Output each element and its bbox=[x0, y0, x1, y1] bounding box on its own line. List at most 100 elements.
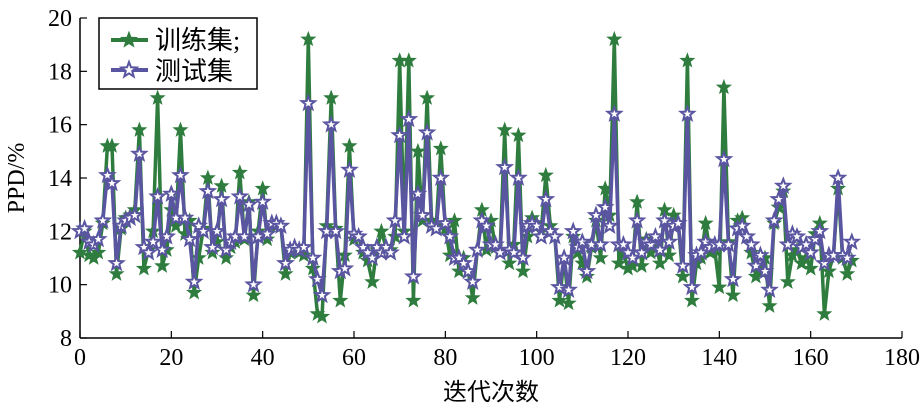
data-point bbox=[769, 189, 789, 208]
data-point bbox=[751, 245, 770, 264]
data-point bbox=[761, 297, 778, 313]
data-point bbox=[349, 226, 368, 245]
data-point bbox=[332, 292, 349, 308]
data-point bbox=[839, 265, 856, 281]
data-point bbox=[820, 262, 837, 279]
data-point bbox=[477, 216, 496, 235]
data-point bbox=[244, 274, 263, 293]
data-point bbox=[277, 265, 294, 281]
data-point bbox=[674, 268, 691, 284]
data-point bbox=[107, 253, 126, 272]
y-axis-label: PPD/% bbox=[4, 143, 30, 214]
data-point bbox=[633, 257, 650, 273]
data-point bbox=[668, 213, 688, 232]
data-point bbox=[627, 210, 647, 229]
data-point bbox=[463, 272, 483, 291]
data-point bbox=[257, 224, 277, 243]
data-point bbox=[323, 89, 340, 105]
data-point bbox=[213, 177, 230, 193]
data-point bbox=[779, 273, 796, 289]
data-point bbox=[157, 226, 177, 245]
legend-train-label: 训练集; bbox=[155, 26, 240, 55]
y-tick-label: 8 bbox=[60, 326, 72, 352]
data-point bbox=[385, 210, 405, 229]
data-point bbox=[203, 237, 222, 256]
data-point bbox=[135, 260, 152, 276]
data-point bbox=[760, 280, 779, 299]
data-point bbox=[162, 184, 181, 203]
data-point bbox=[400, 52, 417, 68]
data-point bbox=[737, 226, 757, 245]
data-point bbox=[413, 205, 432, 224]
data-point bbox=[152, 240, 172, 259]
data-point bbox=[550, 277, 569, 296]
x-tick-label: 20 bbox=[159, 345, 183, 371]
legend-train-star-icon bbox=[120, 30, 138, 48]
data-point bbox=[432, 140, 449, 156]
data-point bbox=[234, 226, 254, 245]
data-point bbox=[399, 109, 419, 128]
data-point bbox=[711, 278, 728, 295]
data-point bbox=[536, 189, 556, 208]
y-tick-label: 12 bbox=[48, 219, 72, 245]
data-point bbox=[193, 221, 213, 240]
legend-box bbox=[98, 17, 258, 90]
x-axis-label: 迭代次数 bbox=[443, 379, 539, 405]
data-point bbox=[837, 248, 857, 267]
data-point bbox=[592, 249, 609, 265]
y-tick-label: 10 bbox=[48, 273, 72, 299]
series-layer bbox=[70, 30, 862, 324]
data-point bbox=[641, 234, 661, 253]
data-point bbox=[419, 89, 436, 105]
data-point bbox=[514, 262, 531, 279]
data-point bbox=[725, 286, 742, 303]
axes: 0 20 40 60 80 100 120 140 160 180 8 10 12 14 16 18 20 bbox=[48, 6, 920, 371]
data-point bbox=[149, 89, 166, 105]
data-point bbox=[180, 229, 200, 248]
data-point bbox=[90, 244, 107, 260]
data-point bbox=[787, 226, 807, 245]
data-point bbox=[300, 30, 317, 47]
data-point bbox=[764, 210, 784, 229]
data-point bbox=[230, 186, 250, 205]
data-point bbox=[207, 221, 227, 240]
data-point bbox=[679, 52, 696, 68]
data-point bbox=[645, 226, 665, 245]
data-point bbox=[604, 104, 624, 123]
data-point bbox=[741, 234, 761, 253]
data-point bbox=[139, 242, 158, 261]
data-point bbox=[537, 166, 554, 183]
data-point bbox=[75, 218, 94, 237]
data-point bbox=[204, 244, 221, 260]
data-point bbox=[715, 78, 732, 95]
data-point bbox=[97, 165, 117, 184]
data-point bbox=[304, 260, 321, 276]
data-point bbox=[673, 256, 693, 275]
data-point bbox=[614, 234, 633, 253]
data-point bbox=[527, 216, 546, 235]
data-point bbox=[102, 173, 122, 192]
x-tick-label: 160 bbox=[793, 345, 829, 371]
data-point bbox=[321, 114, 341, 133]
data-point bbox=[312, 285, 332, 304]
data-point bbox=[431, 168, 451, 187]
data-point bbox=[143, 232, 163, 251]
data-point bbox=[108, 265, 125, 281]
data-point bbox=[577, 261, 597, 280]
data-point bbox=[559, 280, 579, 299]
data-point bbox=[175, 208, 195, 227]
data-point bbox=[773, 176, 793, 195]
data-point bbox=[606, 30, 623, 47]
data-point bbox=[513, 248, 533, 267]
data-point bbox=[308, 269, 327, 288]
x-tick-label: 0 bbox=[74, 345, 86, 371]
data-point bbox=[231, 164, 248, 180]
data-point bbox=[802, 260, 819, 276]
data-point bbox=[495, 157, 515, 176]
x-tick-label: 120 bbox=[610, 345, 646, 371]
data-point bbox=[810, 221, 830, 240]
data-point bbox=[714, 149, 734, 168]
data-point bbox=[435, 213, 455, 232]
data-point bbox=[682, 277, 702, 296]
